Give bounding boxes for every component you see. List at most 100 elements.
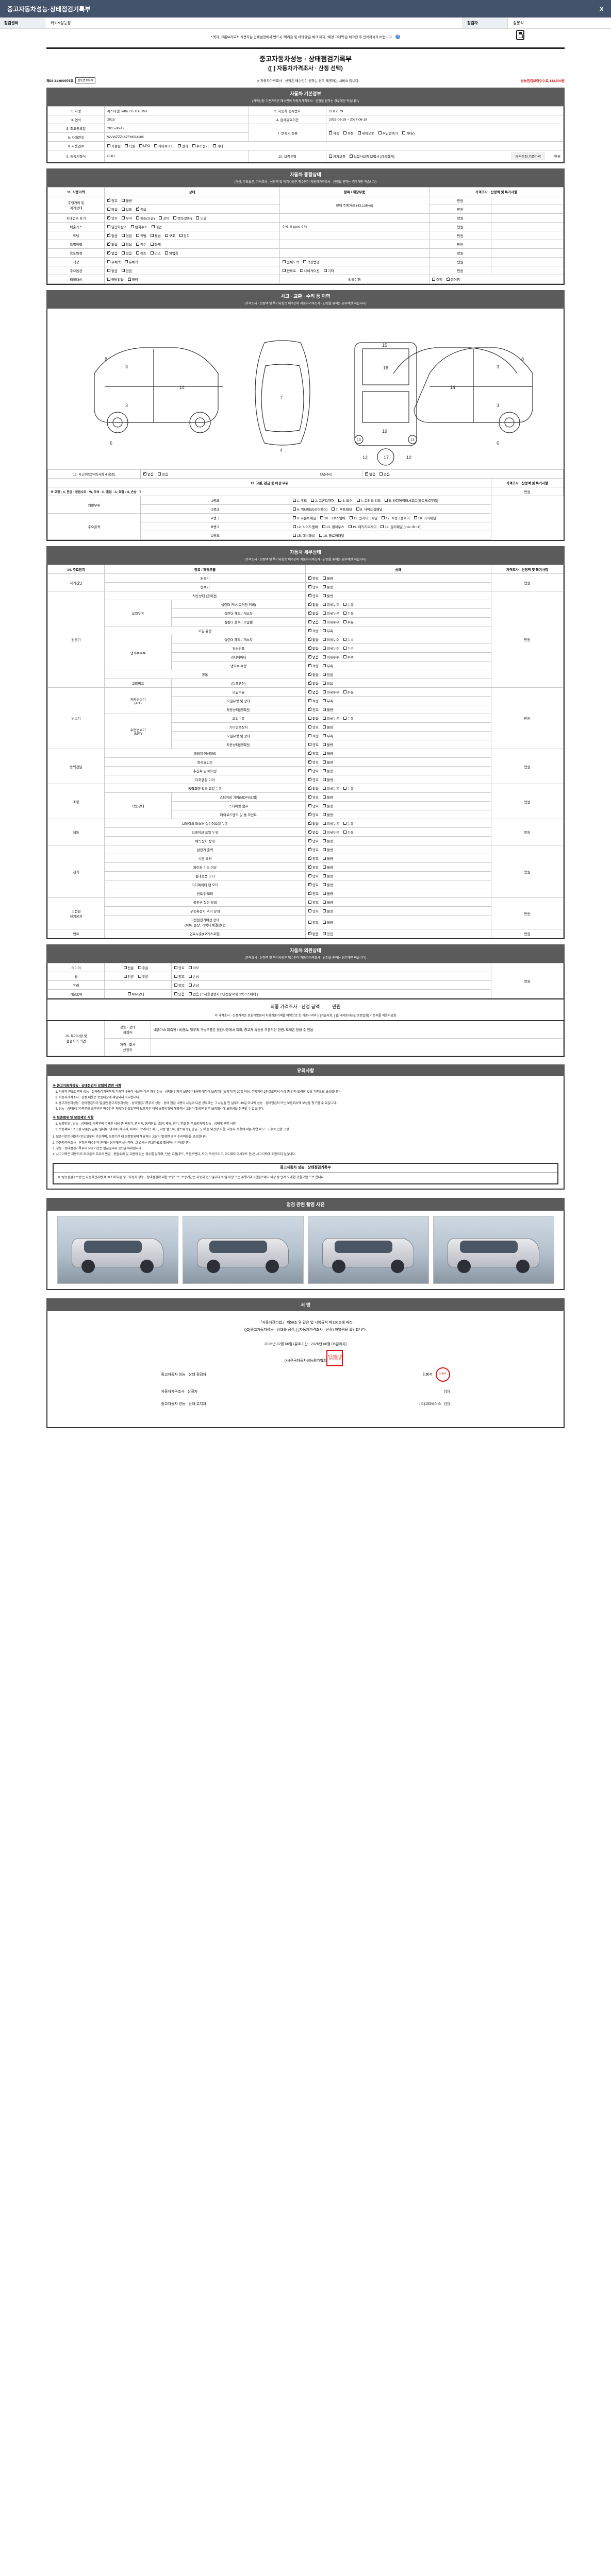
row-options[interactable]: 없음 있음 (104, 266, 280, 275)
checkbox-box[interactable] (381, 525, 384, 528)
checkbox-option[interactable]: 없음 (308, 619, 319, 624)
checkbox-box[interactable] (322, 813, 326, 816)
item-options[interactable]: 양호 불량 (305, 915, 491, 929)
checkbox-box[interactable] (173, 216, 177, 219)
row-options[interactable]: 없음 있음 침수 화재 (104, 240, 280, 249)
checkbox-box[interactable] (308, 681, 311, 685)
checkbox-option[interactable]: 누유 (343, 786, 354, 791)
warranty-options[interactable]: 자가보증 보험사보증 보험사 [삼성화재] (329, 154, 399, 159)
checkbox-option[interactable]: 있음 (121, 250, 132, 256)
checkbox-box[interactable] (308, 734, 311, 737)
checkbox-option[interactable]: 양호 (308, 707, 319, 712)
checkbox-option[interactable]: 양호 (308, 856, 319, 861)
checkbox-option[interactable]: 유채색 (124, 259, 138, 264)
item-options[interactable]: 양호 불량 (305, 740, 491, 749)
checkbox-option[interactable]: 리스 (150, 250, 161, 256)
checkbox-box[interactable] (402, 131, 405, 134)
checkbox-box[interactable] (414, 516, 417, 519)
checkbox-option[interactable]: 불량 (121, 198, 132, 203)
checkbox-option[interactable]: 불량 (322, 873, 333, 878)
checkbox-option[interactable]: 양호 (308, 742, 319, 747)
checkbox-box[interactable] (322, 831, 326, 834)
checkbox-option[interactable]: 없음 (308, 646, 319, 651)
checkbox-box[interactable] (322, 585, 326, 588)
checkbox-option[interactable]: 탄화수소 (130, 224, 147, 229)
checkbox-box[interactable] (121, 269, 125, 272)
checkbox-option[interactable]: 없음 (308, 786, 319, 791)
checkbox-option[interactable]: 없음 (107, 268, 118, 273)
checkbox-option[interactable]: 손상 (188, 982, 199, 988)
item-options[interactable]: 없음 미세누유 누유 (305, 617, 491, 626)
checkbox-box[interactable] (322, 655, 326, 658)
checkbox-option[interactable]: 보통 (121, 207, 132, 212)
checkbox-box[interactable] (138, 975, 141, 978)
simple-repair-options[interactable]: 없음 있음 (362, 469, 564, 479)
checkbox-box[interactable] (121, 251, 125, 255)
checkbox-box[interactable] (319, 534, 322, 537)
checkbox-box[interactable] (127, 277, 131, 281)
checkbox-box[interactable] (322, 673, 326, 676)
checkbox-option[interactable]: 자가보증 (329, 154, 345, 159)
checkbox-option[interactable]: 3. 도어 (338, 498, 353, 503)
checkbox-box[interactable] (308, 725, 311, 728)
checkbox-option[interactable]: 디젤 (124, 143, 135, 148)
checkbox-box[interactable] (107, 278, 110, 281)
checkbox-box[interactable] (138, 966, 141, 969)
checkbox-box[interactable] (150, 251, 154, 255)
checkbox-box[interactable] (322, 866, 326, 869)
checkbox-option[interactable]: 있음 (121, 268, 132, 273)
checkbox-option[interactable]: 누수 (343, 637, 354, 642)
checkbox-option[interactable]: 양호 (308, 794, 319, 800)
checkbox-box[interactable] (322, 839, 326, 842)
item-options[interactable]: 양호 불량 (305, 766, 491, 775)
checkbox-option[interactable]: 없음 (308, 931, 319, 936)
item-options[interactable]: 양호 불량 (305, 906, 491, 916)
checkbox-box[interactable] (322, 752, 326, 755)
checkbox-box[interactable] (130, 225, 134, 228)
checkbox-box[interactable] (322, 743, 326, 746)
row-options[interactable]: 양호 부식 훼손(오손) 상이 변조(변타) 도말 (104, 213, 280, 223)
checkbox-box[interactable] (343, 831, 346, 834)
checkbox-option[interactable]: 많음 (107, 207, 118, 212)
rank-items[interactable]: 6. 쿼터패널(리어펜더) 7. 루프패널 8. 사이드실패널 (290, 504, 491, 514)
checkbox-box[interactable] (308, 838, 311, 842)
checkbox-box[interactable] (107, 233, 110, 237)
checkbox-box[interactable] (308, 611, 311, 615)
checkbox-option[interactable]: 누유 (343, 602, 354, 607)
item-options[interactable]: 적정 부족 (305, 696, 491, 705)
checkbox-option[interactable]: 기타() (402, 130, 415, 135)
checkbox-option[interactable]: 후륜 (138, 974, 148, 979)
checkbox-box[interactable] (322, 892, 326, 895)
checkbox-option[interactable]: 7. 루프패널 (332, 506, 352, 512)
checkbox-box[interactable] (188, 984, 192, 987)
item-options[interactable]: 양호 불량 (305, 845, 491, 854)
checkbox-box[interactable] (322, 769, 326, 772)
checkbox-box[interactable] (379, 472, 383, 476)
checkbox-box[interactable] (293, 507, 296, 511)
copy-number-button[interactable]: 성능번호복사 (75, 77, 95, 83)
checkbox-box[interactable] (123, 966, 127, 969)
checkbox-box[interactable] (322, 664, 326, 667)
checkbox-option[interactable]: 양호 (308, 865, 319, 870)
checkbox-option[interactable]: 미세누유 (322, 619, 339, 624)
checkbox-box[interactable] (322, 647, 326, 650)
checkbox-option[interactable]: 양호 (174, 974, 185, 979)
checkbox-option[interactable]: 불량 (322, 593, 333, 598)
item-options[interactable]: 양호 불량 (305, 880, 491, 889)
item-options[interactable]: 양호 불량 (305, 836, 491, 845)
checkbox-box[interactable] (343, 655, 346, 658)
checkbox-option[interactable]: 미세누유 (322, 786, 339, 791)
checkbox-option[interactable]: 없음 (308, 672, 319, 677)
checkbox-box[interactable] (136, 216, 139, 219)
checkbox-option[interactable]: 미세누수 (322, 646, 339, 651)
checkbox-option[interactable]: 없음 (107, 250, 118, 256)
checkbox-box[interactable] (154, 144, 157, 147)
checkbox-option[interactable]: 불량 (322, 575, 333, 581)
checkbox-option[interactable]: 16. 플로어패널 (319, 533, 344, 538)
checkbox-box[interactable] (322, 883, 326, 886)
checkbox-box[interactable] (343, 647, 346, 650)
item-options[interactable]: 양호 불량 (305, 705, 491, 714)
checkbox-option[interactable]: 누유 (343, 821, 354, 826)
checkbox-option[interactable]: 있음 (121, 242, 132, 247)
checkbox-box[interactable] (349, 154, 353, 158)
